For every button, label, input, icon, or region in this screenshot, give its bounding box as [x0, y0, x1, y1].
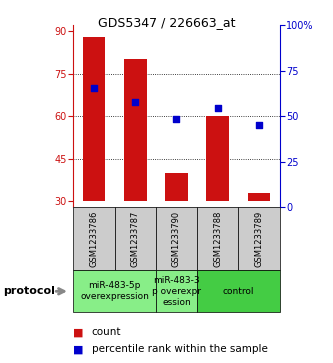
Text: count: count [92, 327, 121, 337]
Text: miR-483-3
p overexpr
ession: miR-483-3 p overexpr ession [152, 276, 201, 307]
Text: GSM1233787: GSM1233787 [131, 211, 140, 267]
Bar [124, 60, 147, 201]
Bar [165, 173, 188, 201]
Point [133, 99, 138, 105]
Bar [156, 207, 197, 270]
Text: ■: ■ [73, 344, 84, 354]
Text: control: control [223, 287, 254, 296]
Point [215, 105, 220, 111]
Text: miR-483-5p
overexpression: miR-483-5p overexpression [80, 281, 149, 301]
Point [256, 122, 262, 127]
Bar [197, 207, 238, 270]
Point [91, 85, 97, 91]
Bar [238, 207, 280, 270]
Text: GDS5347 / 226663_at: GDS5347 / 226663_at [98, 16, 235, 29]
Point [174, 116, 179, 122]
Bar [83, 37, 105, 201]
Text: ■: ■ [73, 327, 84, 337]
Text: GSM1233786: GSM1233786 [89, 211, 99, 267]
Text: GSM1233789: GSM1233789 [254, 211, 264, 267]
Bar [156, 270, 197, 312]
Text: GSM1233788: GSM1233788 [213, 211, 222, 267]
Text: GSM1233790: GSM1233790 [172, 211, 181, 267]
Bar [197, 270, 280, 312]
Bar [115, 207, 156, 270]
Bar [206, 116, 229, 201]
Bar [248, 193, 270, 201]
Text: protocol: protocol [3, 286, 55, 296]
Bar [73, 207, 115, 270]
Bar [73, 270, 156, 312]
Text: percentile rank within the sample: percentile rank within the sample [92, 344, 267, 354]
